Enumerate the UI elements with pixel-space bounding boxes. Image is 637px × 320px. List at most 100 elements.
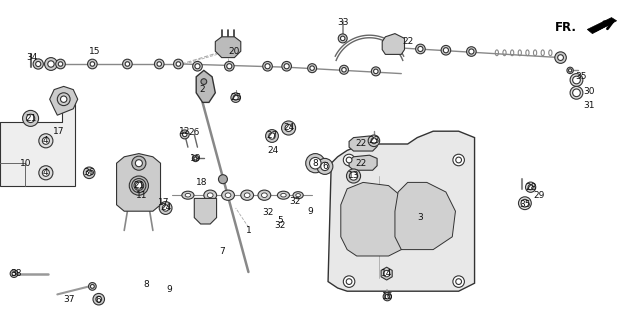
Ellipse shape xyxy=(338,34,347,43)
Ellipse shape xyxy=(134,181,144,190)
Polygon shape xyxy=(196,70,215,102)
Ellipse shape xyxy=(231,93,241,102)
Text: 5: 5 xyxy=(277,216,283,225)
Ellipse shape xyxy=(55,59,66,69)
Ellipse shape xyxy=(466,47,476,56)
Polygon shape xyxy=(0,102,75,186)
Ellipse shape xyxy=(383,270,390,277)
Ellipse shape xyxy=(293,192,303,199)
Ellipse shape xyxy=(195,64,200,69)
Text: 13: 13 xyxy=(348,172,359,180)
Ellipse shape xyxy=(343,154,355,166)
Ellipse shape xyxy=(241,190,254,200)
Ellipse shape xyxy=(58,62,63,66)
Text: 22: 22 xyxy=(402,37,413,46)
Ellipse shape xyxy=(12,272,16,276)
Ellipse shape xyxy=(455,157,462,163)
Text: 25: 25 xyxy=(230,93,241,102)
Ellipse shape xyxy=(453,154,464,166)
Ellipse shape xyxy=(26,114,35,123)
Text: 24: 24 xyxy=(160,204,171,212)
Polygon shape xyxy=(341,182,414,256)
Polygon shape xyxy=(349,136,377,151)
Ellipse shape xyxy=(262,61,273,71)
Ellipse shape xyxy=(90,284,94,288)
Text: 3: 3 xyxy=(417,213,424,222)
Ellipse shape xyxy=(340,36,345,41)
Text: 32: 32 xyxy=(275,221,286,230)
Text: 15: 15 xyxy=(89,47,100,56)
Ellipse shape xyxy=(568,69,572,72)
Text: 37: 37 xyxy=(63,295,75,304)
Ellipse shape xyxy=(96,296,102,302)
Text: 35: 35 xyxy=(575,72,587,81)
Ellipse shape xyxy=(308,64,317,73)
Ellipse shape xyxy=(347,169,361,183)
Polygon shape xyxy=(382,34,404,54)
Text: 1: 1 xyxy=(245,226,252,235)
Ellipse shape xyxy=(162,205,169,211)
Ellipse shape xyxy=(555,52,566,63)
Text: 30: 30 xyxy=(583,87,594,96)
Text: 26: 26 xyxy=(189,128,200,137)
Ellipse shape xyxy=(176,62,181,66)
Text: 24: 24 xyxy=(267,146,278,155)
Text: FR.: FR. xyxy=(554,21,576,34)
Ellipse shape xyxy=(317,158,333,174)
Ellipse shape xyxy=(36,61,41,67)
Text: 32: 32 xyxy=(262,208,273,217)
Text: 21: 21 xyxy=(25,114,36,123)
Ellipse shape xyxy=(266,130,278,142)
Text: 11: 11 xyxy=(136,191,147,200)
Ellipse shape xyxy=(570,86,583,99)
Ellipse shape xyxy=(269,133,275,139)
Ellipse shape xyxy=(373,69,378,74)
Text: 29: 29 xyxy=(534,191,545,200)
Ellipse shape xyxy=(129,176,148,195)
Text: 10: 10 xyxy=(20,159,31,168)
Ellipse shape xyxy=(185,193,190,197)
Ellipse shape xyxy=(282,61,292,71)
Ellipse shape xyxy=(573,89,580,97)
Ellipse shape xyxy=(282,121,296,135)
Ellipse shape xyxy=(22,110,39,126)
Text: 38: 38 xyxy=(10,269,22,278)
Ellipse shape xyxy=(310,157,321,169)
Text: 20: 20 xyxy=(229,47,240,56)
Text: 17: 17 xyxy=(53,127,64,136)
Text: 17: 17 xyxy=(158,198,169,207)
Ellipse shape xyxy=(39,134,53,148)
Text: 9: 9 xyxy=(166,285,172,294)
Ellipse shape xyxy=(418,46,423,52)
Ellipse shape xyxy=(135,182,143,189)
Ellipse shape xyxy=(557,55,564,60)
Ellipse shape xyxy=(346,279,352,284)
Text: 24: 24 xyxy=(283,124,294,132)
Ellipse shape xyxy=(33,59,43,69)
Text: 8: 8 xyxy=(143,280,150,289)
Polygon shape xyxy=(50,86,78,115)
Ellipse shape xyxy=(310,66,315,70)
Ellipse shape xyxy=(383,292,392,301)
Ellipse shape xyxy=(90,62,95,66)
Ellipse shape xyxy=(415,44,426,54)
Ellipse shape xyxy=(10,270,18,277)
Ellipse shape xyxy=(443,48,448,53)
Ellipse shape xyxy=(526,182,536,192)
Ellipse shape xyxy=(573,76,580,84)
Ellipse shape xyxy=(122,59,132,69)
Polygon shape xyxy=(349,155,377,170)
Text: 12: 12 xyxy=(179,127,190,136)
Polygon shape xyxy=(587,18,617,34)
Ellipse shape xyxy=(182,132,187,137)
Ellipse shape xyxy=(455,279,462,284)
Ellipse shape xyxy=(125,62,130,66)
Text: 27: 27 xyxy=(266,132,278,140)
Ellipse shape xyxy=(371,67,380,76)
Ellipse shape xyxy=(306,154,325,173)
Text: 21: 21 xyxy=(133,181,145,190)
Ellipse shape xyxy=(340,65,348,74)
Ellipse shape xyxy=(265,64,270,69)
Text: 35: 35 xyxy=(519,200,531,209)
Ellipse shape xyxy=(277,191,290,199)
